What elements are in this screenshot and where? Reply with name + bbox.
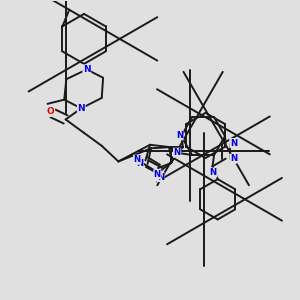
Text: N: N <box>157 172 164 182</box>
Text: N: N <box>176 131 183 140</box>
Text: N: N <box>230 139 237 148</box>
Text: N: N <box>83 65 91 74</box>
Text: N: N <box>173 148 181 157</box>
Text: N: N <box>154 170 161 179</box>
Text: N: N <box>136 159 143 168</box>
Text: N: N <box>210 168 217 177</box>
Text: N: N <box>230 154 237 163</box>
Text: O: O <box>47 107 55 116</box>
Text: N: N <box>134 155 141 164</box>
Text: N: N <box>77 104 85 113</box>
